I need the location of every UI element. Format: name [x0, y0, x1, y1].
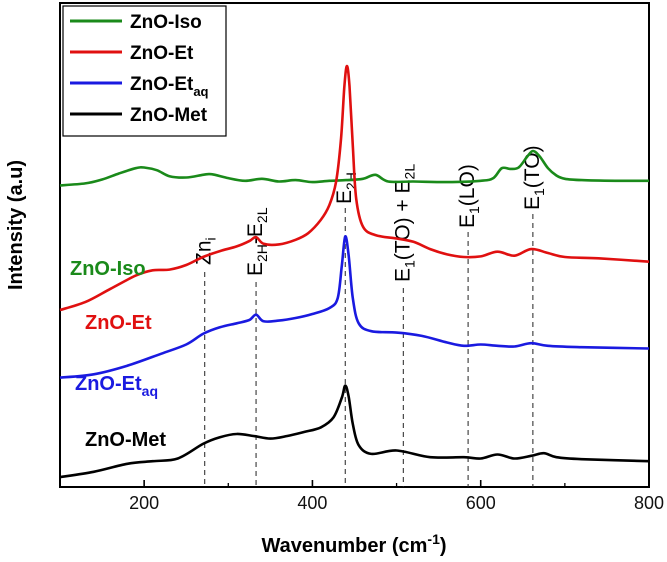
series-label-zno-et: ZnO-Et — [85, 312, 152, 334]
legend-entry: ZnO-Et — [130, 43, 194, 64]
series-label-zno-met: ZnO-Met — [85, 429, 166, 451]
x-tick-label: 400 — [297, 493, 327, 513]
series-line-zno-et — [59, 64, 650, 312]
series-lines — [59, 64, 650, 479]
series-line-zno-met — [59, 384, 650, 479]
series-label-zno-iso: ZnO-Iso — [70, 258, 146, 280]
plot-frame — [59, 2, 650, 488]
legend-entry: ZnO-Etaq — [130, 74, 209, 99]
peak-marker-label: E1(TO) — [521, 145, 547, 210]
x-axis-title: Wavenumber (cm-1) — [261, 531, 446, 557]
series-line-zno-etaq — [59, 235, 650, 379]
x-tick-label: 800 — [634, 493, 664, 513]
series-label-zno-etaq: ZnO-Etaq — [75, 373, 158, 399]
x-tick-label: 200 — [129, 493, 159, 513]
legend-entry: ZnO-Iso — [130, 12, 202, 33]
legend-entry: ZnO-Met — [130, 105, 208, 126]
series-labels: ZnO-Iso ZnO-Et ZnO-Etaq ZnO-Met — [70, 258, 166, 451]
x-axis-ticks: 200 400 600 800 — [59, 480, 664, 513]
peak-marker-label: E2H-E2L — [244, 207, 270, 276]
y-axis-title: Intensity (a.u) — [5, 160, 27, 290]
peak-marker-label: E1(LO) — [456, 164, 482, 228]
x-tick-label: 600 — [466, 493, 496, 513]
legend: ZnO-Iso ZnO-Et ZnO-Etaq ZnO-Met — [62, 5, 227, 137]
